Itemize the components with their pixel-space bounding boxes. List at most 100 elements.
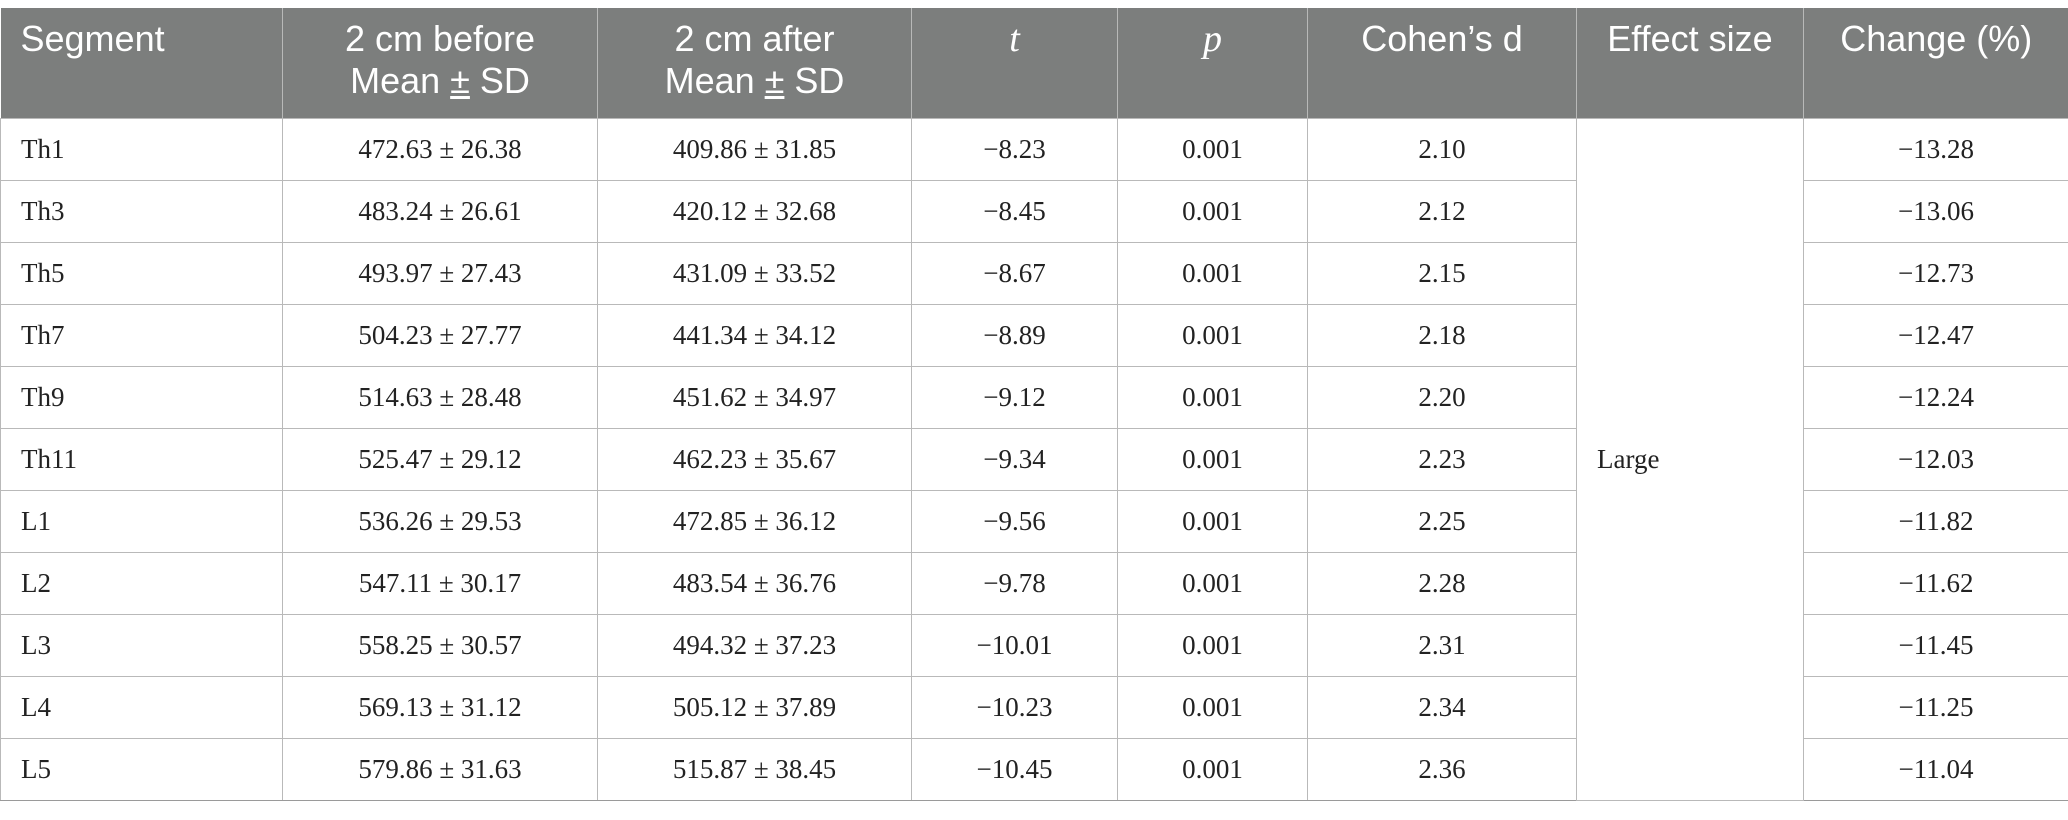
header-segment-label: Segment xyxy=(20,18,165,59)
cell-cohens-d: 2.36 xyxy=(1307,737,1577,801)
cell-t: −9.56 xyxy=(911,489,1118,553)
table-row: Th1 472.63 ± 26.38 409.86 ± 31.85 −8.23 0.00… xyxy=(0,117,2068,801)
cell-t: −9.78 xyxy=(911,551,1118,615)
cell-segment: L2 xyxy=(0,551,283,615)
cell-before: 536.26 ± 29.53 xyxy=(282,489,598,553)
cell-t: −8.45 xyxy=(911,179,1118,243)
header-after-line2: Mean ± SD xyxy=(608,60,901,102)
cell-cohens-d: 2.23 xyxy=(1307,427,1577,491)
cell-change: −12.03 xyxy=(1803,427,2068,491)
cell-cohens-d: 2.34 xyxy=(1307,675,1577,739)
cell-before: 558.25 ± 30.57 xyxy=(282,613,598,677)
cell-before: 514.63 ± 28.48 xyxy=(282,365,598,429)
cell-segment: Th1 xyxy=(0,117,283,181)
header-after-pm: ± xyxy=(764,60,785,101)
cell-before: 547.11 ± 30.17 xyxy=(282,551,598,615)
cell-t: −8.67 xyxy=(911,241,1118,305)
cell-segment: L3 xyxy=(0,613,283,677)
table-body: Th1 472.63 ± 26.38 409.86 ± 31.85 −8.23 0.00… xyxy=(0,117,2068,801)
cell-change: −11.45 xyxy=(1803,613,2068,677)
cell-p: 0.001 xyxy=(1117,179,1308,243)
cell-after: 462.23 ± 35.67 xyxy=(597,427,912,491)
cell-cohens-d: 2.18 xyxy=(1307,303,1577,367)
cell-cohens-d: 2.15 xyxy=(1307,241,1577,305)
header-p: p xyxy=(1117,8,1308,118)
header-before: 2 cm before Mean ± SD xyxy=(282,8,598,118)
cell-after: 451.62 ± 34.97 xyxy=(597,365,912,429)
cell-cohens-d: 2.31 xyxy=(1307,613,1577,677)
cell-before: 579.86 ± 31.63 xyxy=(282,737,598,801)
cell-cohens-d: 2.25 xyxy=(1307,489,1577,553)
cell-cohens-d: 2.28 xyxy=(1307,551,1577,615)
header-after-line1: 2 cm after xyxy=(674,18,835,59)
table-row: Th7 504.23 ± 27.77 441.34 ± 34.12 −8.89 0.00… xyxy=(0,303,2068,367)
header-effect-size-label: Effect size xyxy=(1607,18,1773,59)
cell-p: 0.001 xyxy=(1117,117,1308,181)
cell-before: 493.97 ± 27.43 xyxy=(282,241,598,305)
cell-after: 441.34 ± 34.12 xyxy=(597,303,912,367)
cell-segment: Th3 xyxy=(0,179,283,243)
cell-t: −9.12 xyxy=(911,365,1118,429)
header-change-label: Change (%) xyxy=(1840,18,2033,59)
cell-segment: Th5 xyxy=(0,241,283,305)
cell-segment: Th9 xyxy=(0,365,283,429)
table-row: Th5 493.97 ± 27.43 431.09 ± 33.52 −8.67 0.00… xyxy=(0,241,2068,305)
header-p-label: p xyxy=(1203,18,1222,60)
header-before-line2: Mean ± SD xyxy=(293,60,587,102)
header-cohens-d: Cohen’s d xyxy=(1307,8,1577,118)
table-row: L2 547.11 ± 30.17 483.54 ± 36.76 −9.78 0.001… xyxy=(0,551,2068,615)
cell-after: 515.87 ± 38.45 xyxy=(597,737,912,801)
cell-after: 409.86 ± 31.85 xyxy=(597,117,912,181)
cell-before: 525.47 ± 29.12 xyxy=(282,427,598,491)
cell-p: 0.001 xyxy=(1117,303,1308,367)
header-after-mean: Mean xyxy=(664,60,765,101)
header-before-mean: Mean xyxy=(350,60,451,101)
cell-change: −12.24 xyxy=(1803,365,2068,429)
cell-cohens-d: 2.20 xyxy=(1307,365,1577,429)
header-before-sd: SD xyxy=(469,60,530,101)
cell-change: −11.25 xyxy=(1803,675,2068,739)
header-effect-size: Effect size xyxy=(1576,8,1804,118)
table-row: L1 536.26 ± 29.53 472.85 ± 36.12 −9.56 0.001… xyxy=(0,489,2068,553)
cell-change: −11.04 xyxy=(1803,737,2068,801)
table-row: L3 558.25 ± 30.57 494.32 ± 37.23 −10.01 0.00… xyxy=(0,613,2068,677)
cell-cohens-d: 2.12 xyxy=(1307,179,1577,243)
header-change: Change (%) xyxy=(1803,8,2068,118)
table-row: L5 579.86 ± 31.63 515.87 ± 38.45 −10.45 0.00… xyxy=(0,737,2068,801)
cell-p: 0.001 xyxy=(1117,365,1308,429)
cell-segment: L5 xyxy=(0,737,283,801)
cell-after: 420.12 ± 32.68 xyxy=(597,179,912,243)
cell-before: 483.24 ± 26.61 xyxy=(282,179,598,243)
cell-change: −13.28 xyxy=(1803,117,2068,181)
cell-p: 0.001 xyxy=(1117,489,1308,553)
cell-p: 0.001 xyxy=(1117,551,1308,615)
cell-before: 504.23 ± 27.77 xyxy=(282,303,598,367)
cell-after: 494.32 ± 37.23 xyxy=(597,613,912,677)
table-row: Th9 514.63 ± 28.48 451.62 ± 34.97 −9.12 0.00… xyxy=(0,365,2068,429)
cell-t: −8.23 xyxy=(911,117,1118,181)
cell-change: −12.47 xyxy=(1803,303,2068,367)
table-header: Segment 2 cm before Mean ± SD 2 cm after… xyxy=(0,8,2068,118)
cell-after: 483.54 ± 36.76 xyxy=(597,551,912,615)
header-before-pm: ± xyxy=(450,60,470,101)
header-segment: Segment xyxy=(0,8,283,118)
cell-effect-size: Large xyxy=(1576,117,1804,801)
cell-cohens-d: 2.10 xyxy=(1307,117,1577,181)
cell-p: 0.001 xyxy=(1117,675,1308,739)
cell-segment: L1 xyxy=(0,489,283,553)
cell-p: 0.001 xyxy=(1117,241,1308,305)
table-row: L4 569.13 ± 31.12 505.12 ± 37.89 −10.23 0.00… xyxy=(0,675,2068,739)
cell-change: −11.62 xyxy=(1803,551,2068,615)
cell-change: −11.82 xyxy=(1803,489,2068,553)
header-row: Segment 2 cm before Mean ± SD 2 cm after… xyxy=(0,8,2068,118)
results-table-container: Segment 2 cm before Mean ± SD 2 cm after… xyxy=(0,8,2068,801)
cell-change: −12.73 xyxy=(1803,241,2068,305)
cell-after: 505.12 ± 37.89 xyxy=(597,675,912,739)
cell-t: −10.23 xyxy=(911,675,1118,739)
header-t: t xyxy=(911,8,1118,118)
cell-after: 472.85 ± 36.12 xyxy=(597,489,912,553)
cell-t: −8.89 xyxy=(911,303,1118,367)
cell-t: −10.45 xyxy=(911,737,1118,801)
cell-change: −13.06 xyxy=(1803,179,2068,243)
cell-segment: Th11 xyxy=(0,427,283,491)
